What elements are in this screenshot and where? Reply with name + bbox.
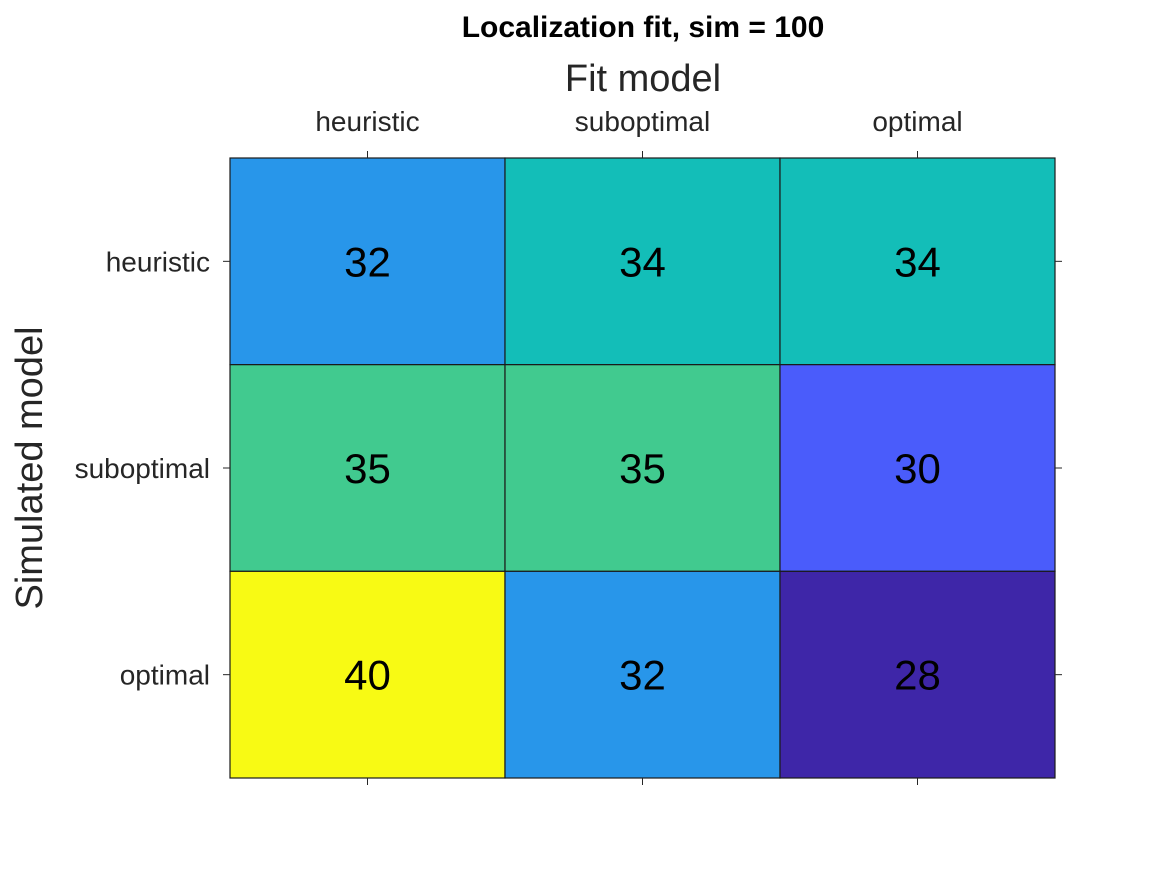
heatmap-cell-suboptimal-heuristic xyxy=(229,364,506,572)
cell-value-label: 35 xyxy=(619,445,666,492)
cell-value-label: 32 xyxy=(344,238,391,285)
heatmap-cell-optimal-heuristic xyxy=(229,570,506,779)
cell-value-label: 32 xyxy=(619,652,666,699)
cell-value-label: 34 xyxy=(619,238,666,285)
x-tick-label-suboptimal: suboptimal xyxy=(575,106,710,137)
cell-value-label: 35 xyxy=(344,445,391,492)
x-axis-label: Fit model xyxy=(565,58,721,100)
x-tick-label-optimal: optimal xyxy=(872,106,962,137)
y-tick-labels: heuristic suboptimal optimal xyxy=(75,246,210,690)
y-tick-label-heuristic: heuristic xyxy=(106,246,210,277)
chart-title: Localization fit, sim = 100 xyxy=(462,11,825,44)
cell-value-label: 28 xyxy=(894,652,941,699)
y-tick-label-optimal: optimal xyxy=(120,660,210,691)
heatmap-cell-optimal-suboptimal xyxy=(504,570,781,779)
heatmap-cells: 32 34 34 35 35 30 40 32 28 xyxy=(229,157,1056,779)
cell-value-label: 34 xyxy=(894,238,941,285)
heatmap-cell-heuristic-suboptimal xyxy=(504,157,781,366)
x-tick-labels: heuristic suboptimal optimal xyxy=(315,106,962,137)
x-tick-label-heuristic: heuristic xyxy=(315,106,419,137)
cell-value-label: 30 xyxy=(894,445,941,492)
heatmap-cell-heuristic-heuristic xyxy=(229,157,506,366)
tick-marks xyxy=(223,151,1062,785)
y-tick-label-suboptimal: suboptimal xyxy=(75,453,210,484)
heatmap-cell-suboptimal-optimal xyxy=(779,364,1056,572)
heatmap-cell-suboptimal-suboptimal xyxy=(504,364,781,572)
y-axis-label: Simulated model xyxy=(9,326,51,609)
cell-value-label: 40 xyxy=(344,652,391,699)
